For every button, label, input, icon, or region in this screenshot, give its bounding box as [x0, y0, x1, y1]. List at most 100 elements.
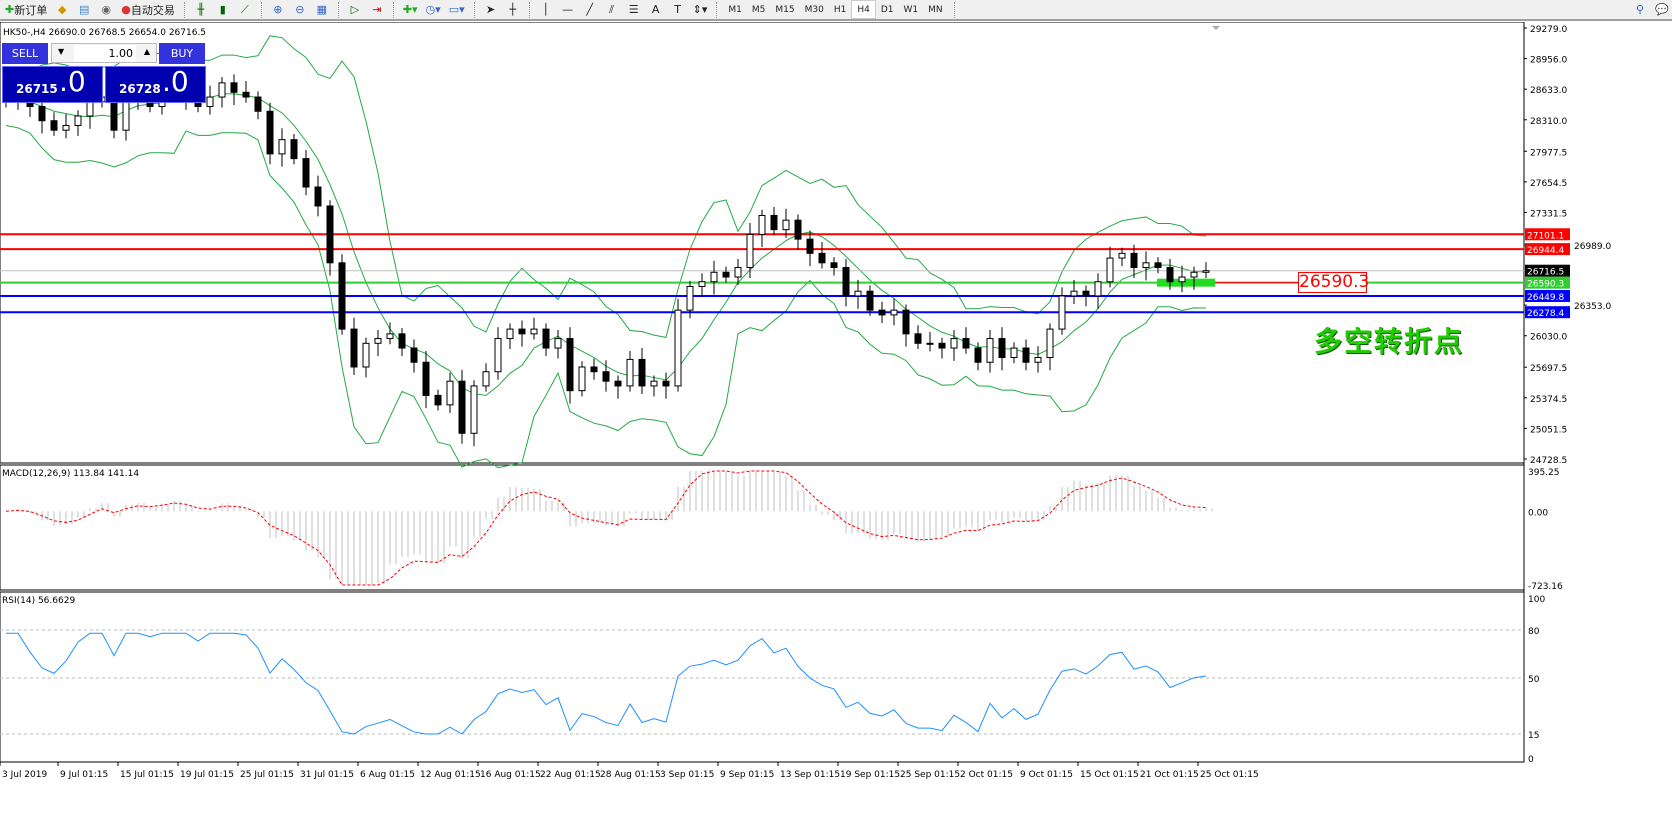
auto-trading-icon: ●	[121, 3, 131, 16]
vertical-line-icon[interactable]: │	[542, 3, 549, 16]
candle-body	[74, 115, 82, 126]
chart-area[interactable]: 29279.0 28956.0 28633.0 28310.0 27977.5 27654…	[0, 22, 1672, 835]
templates-icon[interactable]: ▭▾	[448, 3, 465, 16]
chat-icon[interactable]: 💬	[1655, 3, 1669, 16]
zoom-in-icon[interactable]: ⊕	[273, 3, 283, 16]
timeframe-h1[interactable]: H1	[833, 4, 847, 15]
indicators-icon[interactable]: ✚▾	[402, 3, 418, 16]
candle-body	[638, 358, 646, 387]
crosshair-icon[interactable]: ┼	[509, 3, 516, 16]
candle-body	[1154, 262, 1162, 269]
price-axis-label: 26030.0	[1530, 333, 1567, 343]
candle-body	[518, 328, 526, 335]
lot-input[interactable]: 1.00	[74, 45, 136, 62]
candle-body	[1202, 270, 1210, 273]
trendline-icon[interactable]: ╱	[586, 3, 593, 16]
lot-increase-icon[interactable]: ▲	[143, 47, 150, 56]
zoom-out-icon[interactable]: ⊖	[295, 3, 305, 16]
candle-body	[926, 342, 934, 345]
price-axis-label: 28956.0	[1530, 56, 1567, 66]
search-icon[interactable]: ⚲	[1635, 3, 1645, 16]
candle-body	[842, 267, 850, 297]
text-icon[interactable]: ☰	[628, 3, 639, 16]
time-axis-label: 9 Sep 01:15	[720, 770, 774, 780]
signals-icon[interactable]: ◉	[101, 3, 112, 16]
cursor-icon[interactable]: ➤	[486, 3, 496, 16]
timeframe-h4[interactable]: H4	[851, 0, 876, 19]
level-price-tag	[1525, 264, 1570, 277]
price-label-marker[interactable]: 26590.3	[1298, 272, 1370, 293]
data-window-icon[interactable]: ▤	[79, 3, 90, 16]
candle-body	[1178, 276, 1186, 283]
horizontal-line-icon[interactable]: —	[562, 3, 574, 16]
separator	[337, 1, 339, 18]
bollinger-upper-band	[5, 35, 1207, 338]
candle-body	[878, 309, 886, 316]
timeframe-m5[interactable]: M5	[751, 4, 766, 15]
candle-body	[806, 238, 814, 254]
arrows-icon[interactable]: T	[674, 3, 681, 16]
lot-decrease-icon[interactable]: ▼	[58, 47, 65, 56]
macd-signal-line	[5, 470, 1207, 586]
candlestick-icon[interactable]: ▮	[219, 3, 226, 16]
candle-body	[986, 338, 994, 363]
timeframe-m15[interactable]: M15	[775, 4, 795, 15]
candle-body	[782, 219, 790, 231]
line-chart-icon[interactable]: ⟋	[240, 2, 249, 16]
autoscroll-icon[interactable]: ▷	[350, 3, 360, 16]
level-price-tag	[1525, 306, 1570, 319]
separator	[260, 1, 262, 18]
time-axis-label: 15 Jul 01:15	[120, 770, 174, 780]
text-label-icon[interactable]: A	[651, 3, 660, 16]
sell-button[interactable]: SELL	[2, 43, 48, 64]
time-axis-label: 19 Jul 01:15	[180, 770, 234, 780]
separator	[953, 1, 955, 18]
candle-body	[350, 328, 358, 368]
time-axis-label: 22 Aug 01:15	[540, 770, 601, 780]
candle-body	[230, 82, 238, 93]
candle-body	[398, 333, 406, 349]
candle-body	[758, 214, 766, 235]
candle-body	[1046, 328, 1054, 359]
timeframe-w1[interactable]: W1	[903, 4, 919, 15]
timeframe-m30[interactable]: M30	[804, 4, 824, 15]
price-axis-label: 26353.0	[1574, 302, 1611, 312]
rsi-pane	[0, 591, 1525, 763]
timeframe-m1[interactable]: M1	[728, 4, 742, 15]
rsi-axis-label: 50	[1528, 675, 1540, 685]
candle-body	[794, 219, 802, 240]
candle-body	[206, 96, 214, 108]
rsi-title: RSI(14) 56.6629	[2, 596, 75, 606]
auto-trading-label: 自动交易	[130, 3, 175, 17]
candle-body	[242, 91, 250, 98]
fibonacci-icon[interactable]: ⫽	[609, 2, 615, 16]
level-price-tag	[1525, 276, 1570, 289]
price-axis-label: 25697.5	[1530, 364, 1567, 374]
tile-windows-icon[interactable]: ▦	[316, 3, 328, 16]
timeframe-d1[interactable]: D1	[880, 4, 894, 15]
candle-body	[326, 205, 334, 264]
sell-price-box[interactable]: 26715.0	[2, 65, 103, 103]
timeframe-mn[interactable]: MN	[928, 4, 943, 15]
candle-body	[338, 262, 346, 330]
market-watch-icon[interactable]: ◆	[57, 3, 67, 16]
auto-trading-button[interactable]: ● 自动交易	[118, 0, 178, 19]
candle-body	[1190, 271, 1198, 278]
time-axis-label: 31 Jul 01:15	[300, 770, 354, 780]
periods-icon[interactable]: ◷▾	[425, 3, 441, 16]
candle-body	[1118, 252, 1126, 259]
arrows-menu-icon[interactable]: ⇕▾	[692, 3, 708, 16]
lot-stepper[interactable]: ▼ 1.00 ▲	[51, 43, 157, 63]
chart-shift-icon[interactable]: ⇥	[372, 3, 382, 16]
candle-body	[494, 338, 502, 373]
macd-axis-label: 395.25	[1528, 468, 1560, 478]
candle-body	[1034, 357, 1042, 363]
price-axis-label: 25374.5	[1530, 395, 1567, 405]
candle-body	[542, 328, 550, 349]
new-order-button[interactable]: ✚ 新订单	[2, 0, 50, 19]
buy-button[interactable]: BUY	[159, 43, 205, 64]
bar-chart-icon[interactable]: ╫	[197, 3, 205, 16]
candle-body	[386, 333, 394, 340]
candle-body	[458, 380, 466, 434]
buy-price-box[interactable]: 26728.0	[105, 65, 206, 103]
